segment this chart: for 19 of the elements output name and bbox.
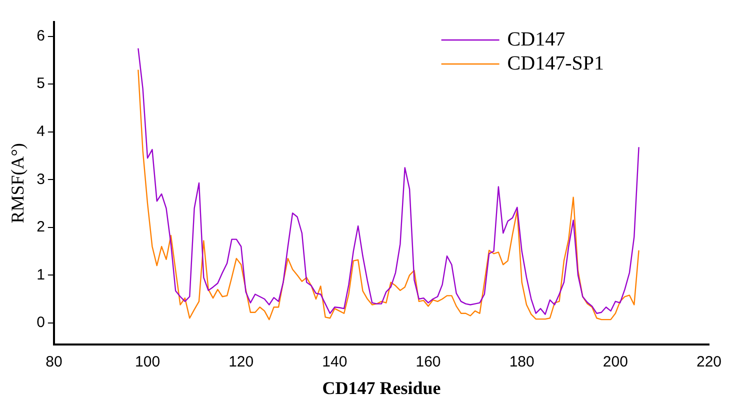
y-tick-label: 0 — [36, 314, 45, 332]
y-tick-label: 6 — [36, 27, 45, 44]
y-tick-label: 5 — [36, 75, 45, 92]
y-tick-label: 2 — [36, 218, 45, 236]
x-tick-label: 220 — [696, 354, 722, 371]
x-tick-label: 180 — [509, 354, 534, 371]
x-tick-label: 120 — [228, 354, 254, 371]
x-tick-label: 160 — [416, 354, 441, 371]
x-tick-label: 200 — [602, 354, 628, 371]
legend-label: CD147 — [507, 28, 566, 50]
x-tick-label: 80 — [46, 354, 62, 371]
y-axis-title: RMSF(A°) — [8, 143, 28, 224]
y-tick-label: 1 — [36, 266, 45, 284]
y-tick-label: 3 — [36, 170, 45, 188]
x-tick-label: 140 — [322, 354, 348, 371]
x-tick-label: 100 — [135, 354, 160, 371]
legend-label: CD147-SP1 — [507, 52, 604, 74]
x-axis-title: CD147 Residue — [322, 378, 441, 398]
y-tick-label: 4 — [36, 122, 45, 140]
